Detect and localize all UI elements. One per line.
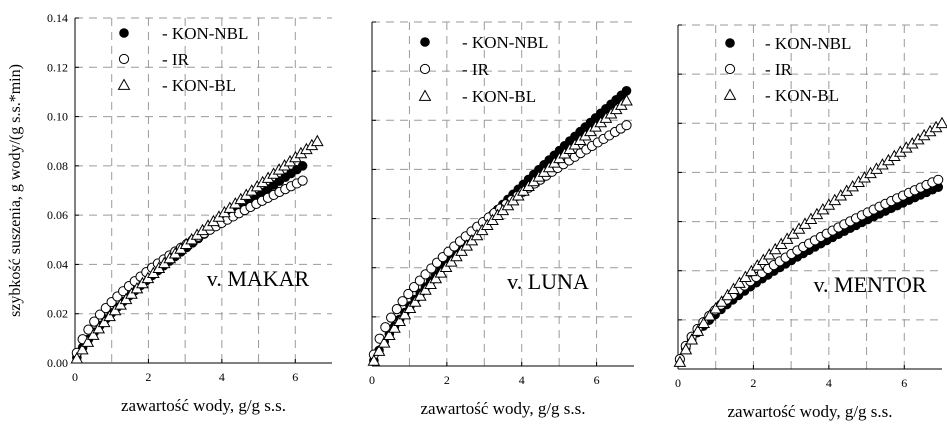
legend-marker xyxy=(420,91,431,101)
legend-label: - IR xyxy=(462,60,490,79)
x-axis-label: zawartość wody, g/g s.s. xyxy=(420,399,585,418)
data-point xyxy=(622,121,631,130)
legend-label: - KON-BL xyxy=(162,76,236,95)
chart-panel-3: 0 2 4 6 zawartość wody, g/g s.s. - KON-NBL - I… xyxy=(674,25,947,421)
x-tick-label: 6 xyxy=(901,376,907,390)
x-tick-label: 4 xyxy=(826,376,832,390)
legend-label: - KON-BL xyxy=(765,86,839,105)
x-tick-label: 2 xyxy=(145,370,151,384)
legend-label: - KON-NBL xyxy=(162,24,248,43)
x-tick-label: 4 xyxy=(519,373,525,387)
y-tick-label: 0.10 xyxy=(47,110,68,124)
legend-marker xyxy=(725,64,734,73)
y-tick-label: 0.00 xyxy=(47,356,68,370)
data-point xyxy=(934,175,943,184)
y-tick-label: 0.08 xyxy=(47,159,68,173)
x-tick-label: 0 xyxy=(72,370,78,384)
data-point xyxy=(312,136,323,146)
chart-panel-2: 0 2 4 6 zawartość wody, g/g s.s. - KON-NBL - I… xyxy=(368,22,634,418)
y-tick-label: 0.02 xyxy=(47,307,68,321)
legend-label: - IR xyxy=(765,60,793,79)
x-tick-label: 0 xyxy=(675,376,681,390)
legend-marker xyxy=(119,80,130,90)
x-axis-label: zawartość wody, g/g s.s. xyxy=(727,402,892,421)
data-point xyxy=(298,176,307,185)
x-tick-label: 2 xyxy=(444,373,450,387)
data-point xyxy=(392,305,401,314)
y-axis-label: szybkość suszenia, g wody/(g s.s.*min) xyxy=(7,64,24,317)
y-tick-label: 0.14 xyxy=(47,11,68,25)
y-tick-label: 0.06 xyxy=(47,208,68,222)
legend-label: - KON-NBL xyxy=(765,34,851,53)
legend-marker xyxy=(420,64,429,73)
panel-label: v. MAKAR xyxy=(207,266,310,291)
x-tick-label: 6 xyxy=(594,373,600,387)
legend-label: - KON-NBL xyxy=(462,33,548,52)
legend-marker xyxy=(726,39,735,48)
x-tick-label: 6 xyxy=(292,370,298,384)
x-tick-label: 0 xyxy=(369,373,375,387)
y-tick-label: 0.04 xyxy=(47,257,68,271)
panel-label: v. MENTOR xyxy=(813,272,926,297)
legend-marker xyxy=(119,54,128,63)
legend-marker xyxy=(421,38,430,47)
legend-marker xyxy=(120,29,129,38)
x-axis-label: zawartość wody, g/g s.s. xyxy=(121,396,286,415)
x-tick-label: 2 xyxy=(750,376,756,390)
chart-panel-1: 0 2 4 6 0.00 0.02 0.04 0.06 0.08 0.10 0.12 0.14 zawa… xyxy=(7,11,332,415)
legend-label: - IR xyxy=(162,50,190,69)
y-tick-label: 0.12 xyxy=(47,60,68,74)
series-open-triangle xyxy=(71,136,322,363)
legend-marker xyxy=(725,90,736,100)
data-point xyxy=(937,118,947,128)
x-tick-label: 4 xyxy=(219,370,225,384)
panel-label: v. LUNA xyxy=(507,269,589,294)
series-open-triangle xyxy=(368,95,632,365)
data-point xyxy=(386,313,395,322)
series-open-circle xyxy=(369,121,631,360)
data-point xyxy=(622,87,631,96)
legend-label: - KON-BL xyxy=(462,87,536,106)
data-point xyxy=(298,162,307,171)
